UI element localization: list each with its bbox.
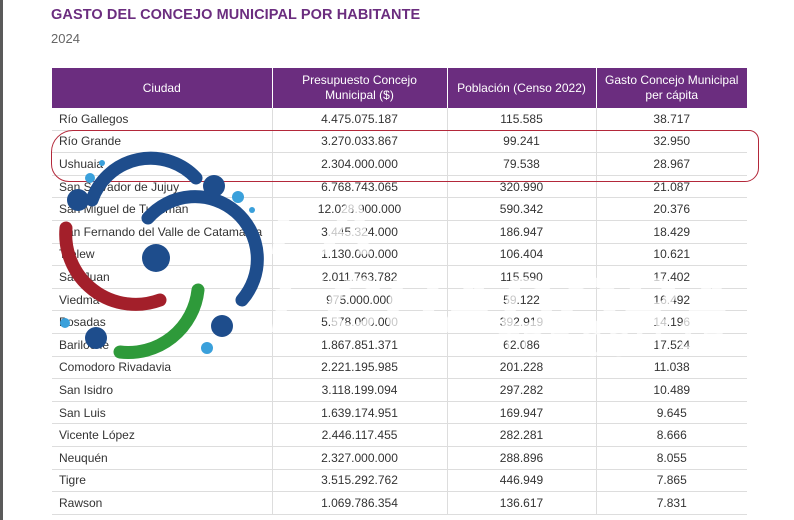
cell-per-capita: 18.429	[596, 220, 747, 244]
cell-city: San Miguel de Tucumán	[52, 197, 273, 221]
cell-per-capita: 10.621	[596, 243, 747, 267]
table-row: Tigre 3.515.292.762 446.949 7.865	[52, 469, 747, 493]
cell-city: Neuquén	[52, 446, 273, 470]
cell-city: Viedma	[52, 288, 273, 312]
table-row: San Miguel de Tucumán 12.028.900.000 590.3…	[52, 197, 747, 221]
table-row: Trelew 1.130.000.000 106.404 10.621	[52, 243, 747, 267]
cell-per-capita: 8.055	[596, 446, 747, 470]
cell-per-capita: 10.489	[596, 378, 747, 402]
cell-population: 99.241	[447, 130, 597, 154]
cell-per-capita: 28.967	[596, 152, 747, 176]
cell-population: 392.919	[447, 310, 597, 334]
header-budget: Presupuesto Concejo Municipal ($)	[272, 68, 448, 108]
cell-budget: 3.445.324.000	[272, 220, 448, 244]
cell-city: San Salvador de Jujuy	[52, 175, 273, 199]
table-row: Posadas 5.578.000.000 392.919 14.196	[52, 310, 747, 334]
table-row: Viedma 975.000.000 59.122 16.492	[52, 288, 747, 312]
cell-budget: 2.011.763.782	[272, 265, 448, 289]
cell-budget: 6.768.743.065	[272, 175, 448, 199]
cell-per-capita: 20.376	[596, 197, 747, 221]
header-city: Ciudad	[52, 68, 273, 108]
table-row: Comodoro Rivadavia 2.221.195.985 201.228 11…	[52, 356, 747, 380]
cell-per-capita: 7.865	[596, 469, 747, 493]
cell-city: Bariloche	[52, 333, 273, 357]
cell-population: 320.990	[447, 175, 597, 199]
left-edge-bar	[0, 0, 3, 520]
table-row: Río Grande 3.270.033.867 99.241 32.950	[52, 130, 747, 154]
cell-city: San Juan	[52, 265, 273, 289]
cell-per-capita: 11.038	[596, 356, 747, 380]
cell-population: 106.404	[447, 243, 597, 267]
cell-budget: 1.130.000.000	[272, 243, 448, 267]
cell-budget: 3.270.033.867	[272, 130, 448, 154]
cell-budget: 1.069.786.354	[272, 491, 448, 515]
table-row: Vicente López 2.446.117.455 282.281 8.666	[52, 423, 747, 447]
header-per-capita: Gasto Concejo Municipal per cápita	[596, 68, 747, 108]
cell-city: Tigre	[52, 469, 273, 493]
table-row: San Isidro 3.118.199.094 297.282 10.489	[52, 378, 747, 402]
cell-population: 590.342	[447, 197, 597, 221]
cell-per-capita: 9.645	[596, 401, 747, 425]
cell-budget: 2.304.000.000	[272, 152, 448, 176]
cell-city: Vicente López	[52, 423, 273, 447]
table-row: Rawson 1.069.786.354 136.617 7.831	[52, 491, 747, 515]
cell-budget: 3.515.292.762	[272, 469, 448, 493]
header-population: Población (Censo 2022)	[447, 68, 597, 108]
page-title: GASTO DEL CONCEJO MUNICIPAL POR HABITANT…	[51, 7, 421, 23]
cell-population: 186.947	[447, 220, 597, 244]
cell-per-capita: 38.717	[596, 108, 747, 131]
cell-population: 79.538	[447, 152, 597, 176]
cell-budget: 2.327.000.000	[272, 446, 448, 470]
cell-per-capita: 17.524	[596, 333, 747, 357]
cell-per-capita: 8.666	[596, 423, 747, 447]
cell-budget: 1.639.174.951	[272, 401, 448, 425]
cell-population: 446.949	[447, 469, 597, 493]
cell-city: San Fernando del Valle de Catamarca	[52, 220, 273, 244]
cell-population: 115.590	[447, 265, 597, 289]
cell-population: 62.086	[447, 333, 597, 357]
cell-per-capita: 21.087	[596, 175, 747, 199]
table-row: San Luis 1.639.174.951 169.947 9.645	[52, 401, 747, 425]
cell-budget: 4.475.075.187	[272, 108, 448, 131]
cell-city: Comodoro Rivadavia	[52, 356, 273, 380]
cell-budget: 2.221.195.985	[272, 356, 448, 380]
cell-city: Posadas	[52, 310, 273, 334]
cell-population: 297.282	[447, 378, 597, 402]
table-row: Ushuaia 2.304.000.000 79.538 28.967	[52, 152, 747, 176]
cell-budget: 1.867.851.371	[272, 333, 448, 357]
table-row: Neuquén 2.327.000.000 288.896 8.055	[52, 446, 747, 470]
year-label: 2024	[51, 31, 80, 46]
cell-population: 136.617	[447, 491, 597, 515]
cell-budget: 975.000.000	[272, 288, 448, 312]
cell-per-capita: 32.950	[596, 130, 747, 154]
cell-population: 288.896	[447, 446, 597, 470]
cell-city: Río Gallegos	[52, 108, 273, 131]
table-row: Río Gallegos 4.475.075.187 115.585 38.717	[52, 108, 747, 131]
table-row: San Salvador de Jujuy 6.768.743.065 320.99…	[52, 175, 747, 199]
table-header-row: Ciudad Presupuesto Concejo Municipal ($)…	[52, 68, 747, 108]
cell-budget: 12.028.900.000	[272, 197, 448, 221]
cell-population: 115.585	[447, 108, 597, 131]
cell-city: Río Grande	[52, 130, 273, 154]
table-row: Bariloche 1.867.851.371 62.086 17.524	[52, 333, 747, 357]
cell-city: Trelew	[52, 243, 273, 267]
cell-city: Ushuaia	[52, 152, 273, 176]
cell-per-capita: 7.831	[596, 491, 747, 515]
cell-population: 169.947	[447, 401, 597, 425]
cell-budget: 5.578.000.000	[272, 310, 448, 334]
cell-population: 282.281	[447, 423, 597, 447]
cell-per-capita: 16.492	[596, 288, 747, 312]
cell-budget: 2.446.117.455	[272, 423, 448, 447]
cell-per-capita: 14.196	[596, 310, 747, 334]
cell-per-capita: 17.402	[596, 265, 747, 289]
table-row: San Fernando del Valle de Catamarca 3.445…	[52, 220, 747, 244]
table-row: San Juan 2.011.763.782 115.590 17.402	[52, 265, 747, 289]
cell-city: San Isidro	[52, 378, 273, 402]
cell-city: Rawson	[52, 491, 273, 515]
cell-city: San Luis	[52, 401, 273, 425]
cell-budget: 3.118.199.094	[272, 378, 448, 402]
cell-population: 201.228	[447, 356, 597, 380]
spending-table: Ciudad Presupuesto Concejo Municipal ($)…	[52, 68, 747, 515]
cell-population: 59.122	[447, 288, 597, 312]
